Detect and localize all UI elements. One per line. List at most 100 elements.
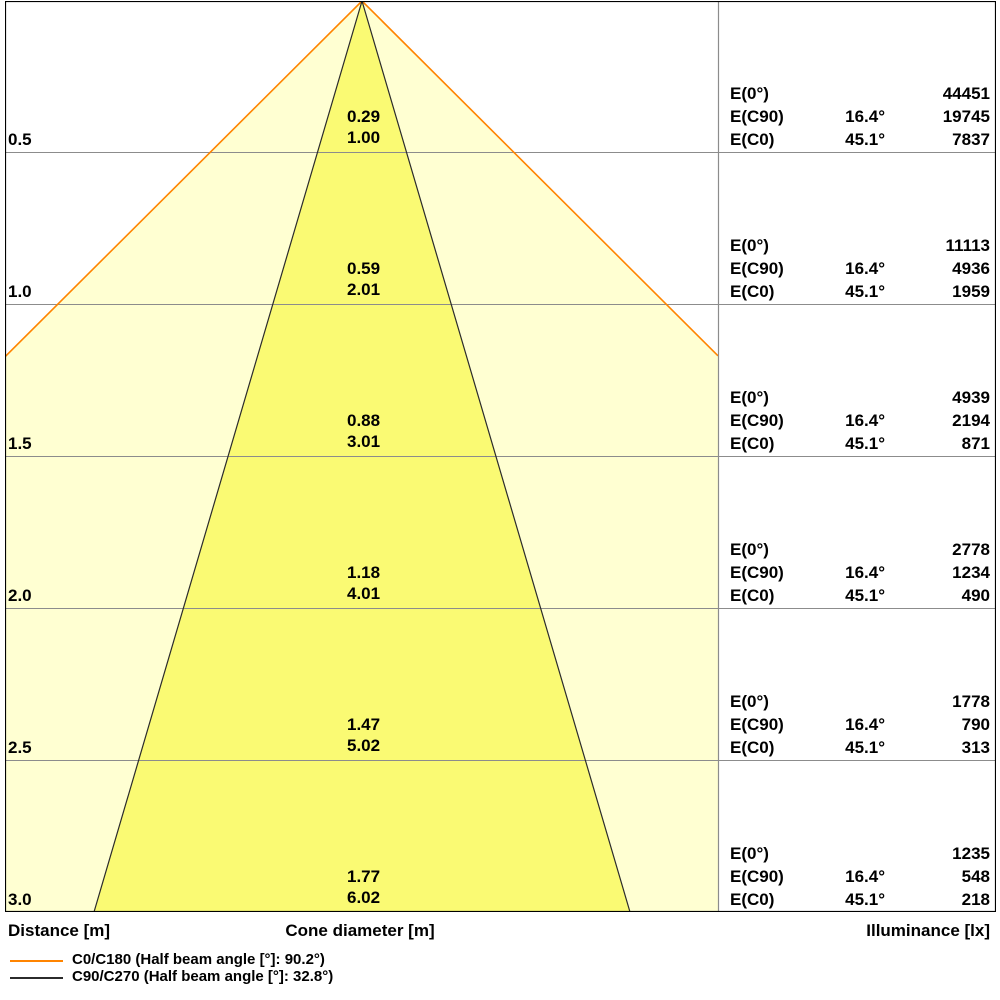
e0-value: 44451 (942, 84, 990, 103)
illuminance-row-block: E(0°) 44451 E(C90) 16.4° 19745 E(C0) 45.… (730, 82, 990, 151)
distance-tick-label: 3.0 (8, 890, 32, 909)
ec0-label: E(C0) (730, 282, 775, 301)
e0-label: E(0°) (730, 236, 769, 255)
ec90-angle: 16.4° (845, 715, 885, 734)
cone-diameter-c0-value: 3.01 (347, 432, 381, 451)
cone-geometry-canvas (5, 1, 996, 912)
distance-tick-label: 1.5 (8, 434, 32, 453)
c0-cone-edge-lines (5, 1, 719, 912)
ec0-label: E(C0) (730, 890, 775, 909)
ec90-label: E(C90) (730, 715, 784, 734)
e0-label: E(0°) (730, 844, 769, 863)
e0-label: E(0°) (730, 388, 769, 407)
illuminance-axis-label: Illuminance [lx] (866, 921, 990, 940)
illuminance-row-block: E(0°) 1778 E(C90) 16.4° 790 E(C0) 45.1° … (730, 690, 990, 759)
legend-label-c0: C0/C180 (Half beam angle [°]: 90.2°) (72, 951, 325, 968)
ec90-label: E(C90) (730, 867, 784, 886)
ec90-angle: 16.4° (845, 259, 885, 278)
ec90-label: E(C90) (730, 411, 784, 430)
cone-diameter-c90-value: 0.59 (347, 259, 381, 278)
cone-diameter-c0-value: 4.01 (347, 584, 381, 603)
distance-tick-label: 0.5 (8, 130, 32, 149)
e0-value: 1235 (952, 844, 990, 863)
illuminance-row-block: E(0°) 11113 E(C90) 16.4° 4936 E(C0) 45.1… (730, 234, 990, 303)
cone-diameter-c0-value: 2.01 (347, 280, 381, 299)
e0-line: E(0°) 11113 (730, 234, 990, 257)
cone-diameter-values: 0.88 3.01 (347, 410, 380, 452)
illuminance-row-block: E(0°) 2778 E(C90) 16.4° 1234 E(C0) 45.1°… (730, 538, 990, 607)
e0-label: E(0°) (730, 84, 769, 103)
e0-value: 2778 (952, 540, 990, 559)
ec90-value: 790 (961, 715, 990, 734)
ec0-angle: 45.1° (845, 738, 885, 757)
distance-tick-label: 2.0 (8, 586, 32, 605)
ec90-angle: 16.4° (845, 563, 885, 582)
illuminance-row-block: E(0°) 1235 E(C90) 16.4° 548 E(C0) 45.1° … (730, 842, 990, 911)
ec0-line: E(C0) 45.1° 871 (730, 432, 990, 455)
e0-value: 1778 (952, 692, 990, 711)
cone-diameter-values: 1.47 5.02 (347, 714, 380, 756)
ec90-label: E(C90) (730, 107, 784, 126)
cone-diameter-c0-value: 5.02 (347, 736, 381, 755)
ec0-value: 1959 (952, 282, 990, 301)
ec90-angle: 16.4° (845, 867, 885, 886)
e0-label: E(0°) (730, 540, 769, 559)
distance-axis-label: Distance [m] (8, 921, 111, 940)
cone-diameter-c0-value: 1.00 (347, 128, 381, 147)
legend-label-c90: C90/C270 (Half beam angle [°]: 32.8°) (72, 968, 334, 985)
ec0-line: E(C0) 45.1° 1959 (730, 280, 990, 303)
e0-line: E(0°) 44451 (730, 82, 990, 105)
ec90-line: E(C90) 16.4° 790 (730, 713, 990, 736)
distance-tick-label: 1.0 (8, 282, 32, 301)
ec90-line: E(C90) 16.4° 19745 (730, 105, 990, 128)
c0-line-swatch (10, 960, 63, 962)
e0-line: E(0°) 1778 (730, 690, 990, 713)
ec0-angle: 45.1° (845, 434, 885, 453)
ec0-value: 218 (961, 890, 990, 909)
ec0-label: E(C0) (730, 434, 775, 453)
ec0-line: E(C0) 45.1° 7837 (730, 128, 990, 151)
c90-cone-edge-lines (93, 1, 631, 912)
ec0-value: 490 (961, 586, 990, 605)
cone-diameter-c90-value: 1.18 (347, 563, 381, 582)
ec90-value: 548 (961, 867, 990, 886)
cone-diameter-axis-label: Cone diameter [m] (285, 921, 435, 940)
ec90-line: E(C90) 16.4° 4936 (730, 257, 990, 280)
cone-diameter-c0-value: 6.02 (347, 888, 381, 907)
ec90-angle: 16.4° (845, 107, 885, 126)
c90-line-swatch (10, 977, 63, 979)
e0-line: E(0°) 1235 (730, 842, 990, 865)
illuminance-row-block: E(0°) 4939 E(C90) 16.4° 2194 E(C0) 45.1°… (730, 386, 990, 455)
ec0-label: E(C0) (730, 130, 775, 149)
cone-diameter-values: 1.77 6.02 (347, 866, 380, 908)
ec90-label: E(C90) (730, 563, 784, 582)
ec0-angle: 45.1° (845, 282, 885, 301)
ec90-value: 2194 (952, 411, 990, 430)
ec90-label: E(C90) (730, 259, 784, 278)
e0-value: 11113 (945, 236, 990, 255)
cone-diameter-values: 1.18 4.01 (347, 562, 380, 604)
ec0-label: E(C0) (730, 738, 775, 757)
cone-diameter-c90-value: 1.47 (347, 715, 381, 734)
distance-gridlines (5, 152, 996, 761)
e0-line: E(0°) 2778 (730, 538, 990, 561)
ec0-angle: 45.1° (845, 586, 885, 605)
e0-label: E(0°) (730, 692, 769, 711)
ec90-line: E(C90) 16.4° 548 (730, 865, 990, 888)
distance-tick-label: 2.5 (8, 738, 32, 757)
ec90-line: E(C90) 16.4° 2194 (730, 409, 990, 432)
cone-diameter-values: 0.59 2.01 (347, 258, 380, 300)
ec0-angle: 45.1° (845, 890, 885, 909)
cone-diameter-values: 0.29 1.00 (347, 106, 380, 148)
ec90-line: E(C90) 16.4° 1234 (730, 561, 990, 584)
ec90-value: 4936 (952, 259, 990, 278)
e0-value: 4939 (952, 388, 990, 407)
ec90-value: 19745 (942, 107, 990, 126)
diagram-border (5, 1, 996, 912)
ec0-angle: 45.1° (845, 130, 885, 149)
ec90-value: 1234 (952, 563, 990, 582)
cone-diameter-c90-value: 1.77 (347, 867, 381, 886)
cone-diameter-c90-value: 0.29 (347, 107, 381, 126)
ec0-label: E(C0) (730, 586, 775, 605)
